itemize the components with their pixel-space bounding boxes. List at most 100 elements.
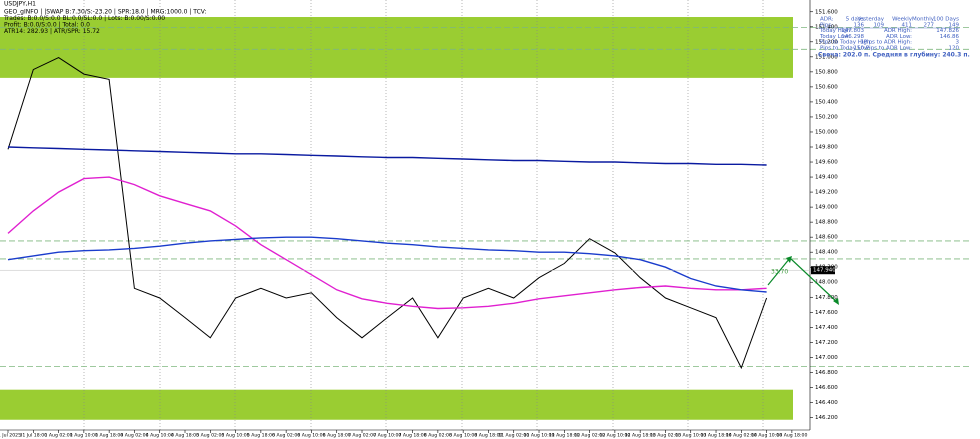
stats-cell: 120 (949, 46, 960, 52)
info-line: Trades: B:0.0/S:0.0 BL:0.0/SL:0.0 | Lots… (3, 15, 165, 22)
stats-cell: 5 days (846, 17, 864, 23)
stats-cell: 147.826 (936, 28, 959, 34)
stats-cell: Pips to ADR High: (864, 40, 912, 46)
stats-cell: ADR Low: (886, 34, 912, 40)
x-tick-label: 12 Aug 10:00 (599, 433, 630, 439)
x-tick-label: 1 Aug 18:00 (95, 433, 123, 439)
x-tick-label: 13 Aug 02:00 (650, 433, 681, 439)
stats-cell: ADR: (820, 17, 834, 23)
series-line (7, 176, 767, 310)
x-tick-label: 7 Aug 10:00 (373, 433, 401, 439)
x-tick-label: 4 Aug 10:00 (146, 433, 174, 439)
series-line (7, 236, 767, 293)
y-tick-label: 147.600 (815, 310, 838, 316)
y-tick-label: 147.800 (815, 295, 838, 301)
y-tick-label: 150.400 (815, 99, 838, 105)
y-tick-label: 151.200 (815, 39, 838, 45)
y-tick-label: 150.200 (815, 114, 838, 120)
stats-cell: 411 (902, 22, 913, 28)
x-tick-label: 4 Aug 18:00 (171, 433, 199, 439)
info-line: GEO_gINFO | |SWAP B:7.30/S:-23.20 | SPR:… (4, 9, 206, 16)
price-label: 147.940 (813, 268, 836, 274)
zone (0, 17, 793, 78)
stats-cell: 100 Days (933, 17, 959, 23)
stats-cell: 146.86 (940, 34, 960, 40)
x-tick-label: 11 Aug 02:00 (498, 433, 529, 439)
x-tick-label: 14 Aug 18:00 (776, 433, 807, 439)
y-tick-label: 146.800 (815, 370, 838, 376)
stats-note: Свеча: 202.0 п. Средняя в глубину: 240.3… (818, 52, 970, 59)
x-tick-label: 14 Aug 02:00 (726, 433, 757, 439)
x-tick-label: 1 Aug 10:00 (70, 433, 98, 439)
y-tick-label: 149.800 (815, 145, 838, 151)
y-tick-label: 148.400 (815, 250, 838, 256)
y-tick-label: 147.200 (815, 340, 838, 346)
x-tick-label: 6 Aug 18:00 (323, 433, 351, 439)
x-tick-label: 7 Aug 02:00 (348, 433, 376, 439)
x-tick-label: 11 Aug 18:00 (549, 433, 580, 439)
stats-cell: Pips: (820, 22, 833, 28)
x-tick-label: 13 Aug 10:00 (675, 433, 706, 439)
stats-cell: 3 (956, 40, 960, 46)
y-tick-label: 148.000 (815, 280, 838, 286)
y-tick-label: 148.600 (815, 235, 838, 241)
y-tick-label: 147.000 (815, 355, 838, 361)
info-line: ATR14: 282.93 | ATR/SPR: 15.72 (4, 28, 100, 35)
stats-cell: 109 (874, 22, 885, 28)
y-tick-label: 149.400 (815, 175, 838, 181)
x-tick-label: 14 Aug 10:00 (751, 433, 782, 439)
x-tick-label: 4 Aug 02:00 (120, 433, 148, 439)
series-line (7, 146, 767, 166)
stats-cell: 150 (854, 46, 865, 52)
y-tick-label: 148.800 (815, 220, 838, 226)
y-tick-label: 151.000 (815, 54, 838, 60)
y-tick-label: 151.400 (815, 24, 838, 30)
x-tick-label: 12 Aug 18:00 (625, 433, 656, 439)
y-tick-label: 151.600 (815, 9, 838, 15)
stats-cell: 1 (861, 40, 865, 46)
stats-cell: ADR High: (884, 28, 912, 34)
y-tick-label: 149.200 (815, 190, 838, 196)
x-tick-label: 13 Aug 18:00 (701, 433, 732, 439)
y-tick-label: 150.600 (815, 84, 838, 90)
chart-title: USDJPY,H1 (4, 1, 36, 8)
stats-cell: 277 (924, 22, 935, 28)
series-line (7, 57, 768, 370)
y-tick-label: 149.000 (815, 205, 838, 211)
x-tick-label: 12 Aug 02:00 (574, 433, 605, 439)
y-tick-label: 146.400 (815, 400, 838, 406)
stats-cell: Pips to Today Low: (820, 46, 870, 52)
stats-cell: Monthly (912, 17, 935, 23)
x-tick-label: 7 Aug 18:00 (399, 433, 427, 439)
y-tick-label: 146.200 (815, 415, 838, 421)
x-tick-label: 31 Jul 18:00 (20, 433, 48, 439)
stats-cell: 149 (949, 22, 960, 28)
price-box (811, 266, 835, 275)
stats-cell: Weekly (892, 17, 913, 23)
stats-cell: 136 (854, 22, 865, 28)
x-tick-label: 5 Aug 18:00 (247, 433, 275, 439)
y-tick-label: 150.800 (815, 69, 838, 75)
zone (0, 389, 793, 420)
y-tick-label: 149.600 (815, 160, 838, 166)
x-tick-label: 1 Aug 02:00 (45, 433, 73, 439)
x-tick-label: 31 Jul 2025 (0, 433, 21, 439)
x-tick-label: 8 Aug 10:00 (449, 433, 477, 439)
x-tick-label: 6 Aug 10:00 (297, 433, 325, 439)
annotation: 33.70 (771, 269, 788, 276)
y-tick-label: 147.400 (815, 325, 838, 331)
stats-cell: Pips to Today High: (820, 40, 872, 46)
stats-cell: Today Low: (819, 34, 850, 40)
x-tick-label: 8 Aug 18:00 (474, 433, 502, 439)
x-tick-label: 6 Aug 02:00 (272, 433, 300, 439)
x-tick-label: 8 Aug 02:00 (424, 433, 452, 439)
y-tick-label: 150.000 (815, 129, 838, 135)
x-tick-label: 5 Aug 02:00 (196, 433, 224, 439)
x-tick-label: 11 Aug 10:00 (524, 433, 555, 439)
stats-cell: 146.298 (841, 34, 864, 40)
stats-cell: 147.803 (841, 28, 864, 34)
info-line: Profit: B:0.0/S:0.0 | Total: 0.0 (4, 22, 90, 29)
x-tick-label: 5 Aug 10:00 (222, 433, 250, 439)
